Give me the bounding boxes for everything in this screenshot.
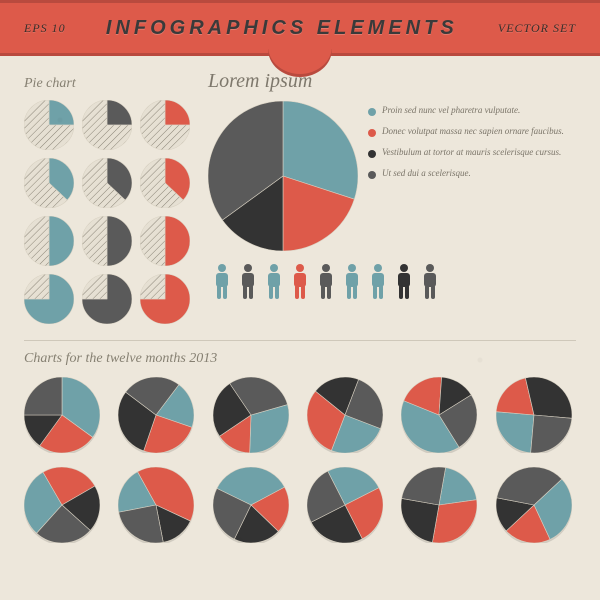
big-pie-chart (208, 101, 358, 251)
person-icon (264, 263, 284, 301)
person-icon (342, 263, 362, 301)
header-left-label: EPS 10 (24, 21, 66, 36)
small-pie (82, 158, 132, 208)
legend-dot (368, 108, 376, 116)
small-pie-grid (24, 100, 190, 324)
legend-text: Ut sed dui a scelerisque. (382, 168, 471, 178)
pie-chart-panel: Pie chart (24, 66, 190, 324)
header-title: INFOGRAPHICS ELEMENTS (106, 17, 458, 40)
month-pie (496, 467, 572, 543)
person-icon (238, 263, 258, 301)
person-icon (212, 263, 232, 301)
legend-dot (368, 129, 376, 137)
header-right-label: VECTOR SET (498, 21, 576, 36)
legend-text: Donec volutpat massa nec sapien ornare f… (382, 126, 564, 136)
legend-item: Vestibulum at tortor at mauris scelerisq… (368, 147, 564, 158)
person-icon (420, 263, 440, 301)
person-icon (290, 263, 310, 301)
small-pie (24, 216, 74, 266)
person-icon (368, 263, 388, 301)
month-pie (24, 377, 100, 453)
legend-item: Ut sed dui a scelerisque. (368, 168, 564, 179)
header-bar: EPS 10 INFOGRAPHICS ELEMENTS VECTOR SET (0, 0, 600, 56)
legend-item: Donec volutpat massa nec sapien ornare f… (368, 126, 564, 137)
people-row (208, 263, 576, 301)
small-pie (24, 100, 74, 150)
legend-dot (368, 171, 376, 179)
small-pie (82, 100, 132, 150)
big-pie-legend: Proin sed nunc vel pharetra vulputate. D… (368, 105, 564, 251)
legend-dot (368, 150, 376, 158)
legend-text: Proin sed nunc vel pharetra vulputate. (382, 105, 520, 115)
months-label: Charts for the twelve months 2013 (24, 351, 576, 367)
month-pie (213, 467, 289, 543)
month-pie (401, 467, 477, 543)
small-pie (140, 274, 190, 324)
small-pie (140, 158, 190, 208)
month-pie (307, 467, 383, 543)
small-pie (140, 216, 190, 266)
small-pie (82, 274, 132, 324)
month-pie (401, 377, 477, 453)
small-pie (24, 158, 74, 208)
months-grid (24, 377, 576, 543)
month-pie (118, 467, 194, 543)
big-pie-panel: Lorem ipsum Proin sed nunc vel pharetra … (208, 66, 576, 324)
content-area: Pie chart Lorem ipsum Proin sed nunc vel… (0, 56, 600, 559)
legend-text: Vestibulum at tortor at mauris scelerisq… (382, 147, 561, 157)
divider (24, 340, 576, 341)
month-pie (213, 377, 289, 453)
pie-chart-label: Pie chart (24, 76, 190, 92)
person-icon (394, 263, 414, 301)
month-pie (24, 467, 100, 543)
person-icon (316, 263, 336, 301)
small-pie (140, 100, 190, 150)
month-pie (307, 377, 383, 453)
small-pie (24, 274, 74, 324)
small-pie (82, 216, 132, 266)
month-pie (118, 377, 194, 453)
big-pie-title: Lorem ipsum (208, 70, 576, 93)
legend-item: Proin sed nunc vel pharetra vulputate. (368, 105, 564, 116)
month-pie (496, 377, 572, 453)
